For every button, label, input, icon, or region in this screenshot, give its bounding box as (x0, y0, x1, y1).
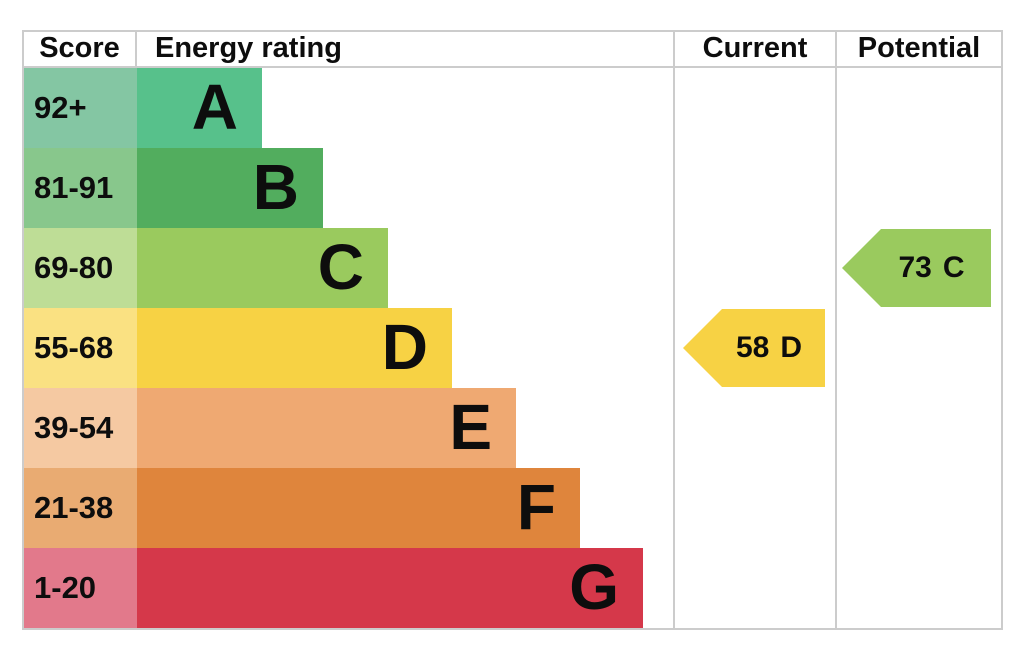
header-divider (22, 66, 1003, 68)
band-row-g: 1-20 G (22, 548, 1003, 628)
band-bar-c: C (137, 228, 388, 308)
score-column-divider (135, 30, 137, 68)
band-row-b: 81-91 B (22, 148, 1003, 228)
band-bar-d: D (137, 308, 452, 388)
band-score-e: 39-54 (22, 388, 137, 468)
band-bar-e: E (137, 388, 516, 468)
band-row-c: 69-80 C (22, 228, 1003, 308)
score-column-header: Score (39, 32, 120, 64)
band-bar-a: A (137, 68, 262, 148)
table-border-bottom (22, 628, 1003, 630)
current-rating-value: 58 (735, 331, 770, 364)
band-score-b: 81-91 (22, 148, 137, 228)
energy-rating-column-header: Energy rating (155, 32, 342, 64)
potential-rating-value: 73 (898, 251, 932, 284)
band-bar-g: G (137, 548, 643, 628)
potential-column-header: Potential (857, 32, 981, 64)
band-row-e: 39-54 E (22, 388, 1003, 468)
table-border-left (22, 30, 24, 630)
potential-rating-letter: C (942, 251, 965, 284)
current-rating-letter: D (780, 331, 803, 364)
band-score-d: 55-68 (22, 308, 137, 388)
band-row-a: 92+ A (22, 68, 1003, 148)
band-score-f: 21-38 (22, 468, 137, 548)
band-bar-b: B (137, 148, 323, 228)
band-score-c: 69-80 (22, 228, 137, 308)
current-column-divider (673, 30, 675, 630)
band-row-f: 21-38 F (22, 468, 1003, 548)
band-row-d: 55-68 D (22, 308, 1003, 388)
potential-column-divider (835, 30, 837, 630)
band-rows: 92+ A 81-91 B 69-80 C 55-68 D 39-54 E 21-38 F 1-20 G (22, 68, 1003, 628)
current-column-header: Current (702, 32, 808, 64)
band-bar-f: F (137, 468, 580, 548)
epc-table: Score Energy rating Current Potential 92… (22, 30, 1003, 630)
table-border-right (1001, 30, 1003, 630)
table-border-top (22, 30, 1003, 32)
band-score-a: 92+ (22, 68, 137, 148)
band-score-g: 1-20 (22, 548, 137, 628)
